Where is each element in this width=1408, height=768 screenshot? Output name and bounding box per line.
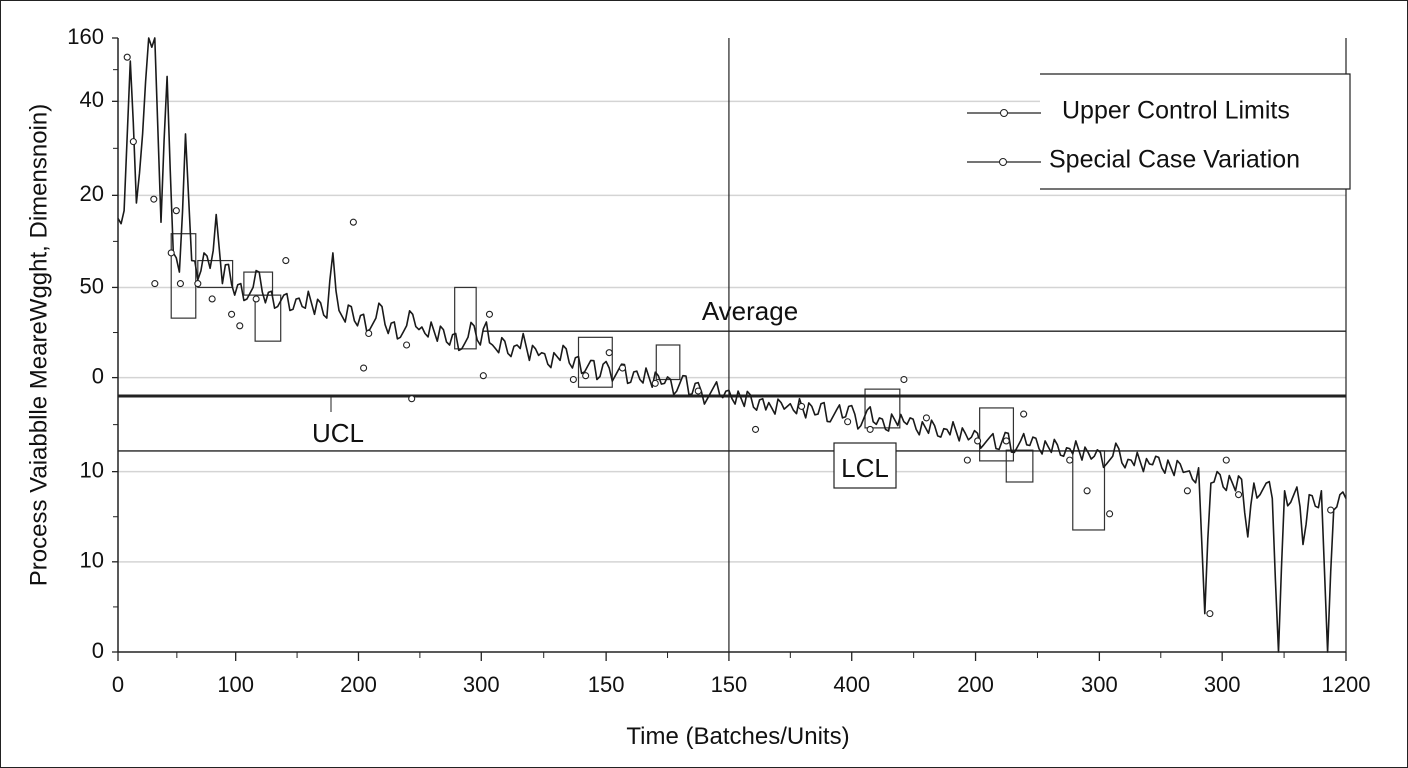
legend: Upper Control Limits Special Case Variat… [967,73,1351,190]
data-point-marker [236,322,244,330]
data-point-marker [150,195,158,203]
y-tick-label: 50 [80,273,104,298]
data-point-marker [228,310,236,318]
x-tick-label: 300 [1081,672,1118,697]
data-point-marker [866,425,874,433]
data-point-marker [694,387,702,395]
ucl-label: UCL [312,418,364,448]
x-tick-label: 100 [217,672,254,697]
lcl-label: LCL [841,453,889,483]
data-point-marker [1235,491,1243,499]
data-point-marker [751,425,760,433]
legend-marker-special [999,158,1007,166]
lcl-label-box [833,442,897,489]
data-point-marker [151,280,159,288]
data-point-marker [974,437,982,445]
legend-label-ucl: Upper Control Limits [1062,97,1290,125]
highlight-box [577,336,613,388]
data-point-marker [172,207,180,215]
x-axis-title: Time (Batches/Units) [626,723,849,750]
legend-frame [1040,73,1351,190]
data-point-marker [123,53,131,61]
data-point-marker [1327,506,1335,514]
highlight-box [655,344,681,381]
data-point-marker [408,395,416,403]
data-point-marker [651,379,659,387]
y-tick-label: 10 [80,548,104,573]
data-point-marker [129,138,137,146]
data-point-marker [479,372,487,380]
data-point-marker [252,295,260,303]
y-tick-label: 0 [92,638,104,663]
x-tick-label: 150 [588,672,625,697]
data-point-marker [1106,510,1114,518]
reference-lines [118,38,1346,652]
data-point-marker [349,218,357,226]
x-tick-label: 300 [463,672,500,697]
legend-marker-ucl [1000,109,1008,117]
data-point-marker [1222,456,1230,464]
data-point-marker [485,310,494,318]
y-tick-label: 20 [80,181,104,206]
data-point-marker [1083,487,1091,495]
data-point-marker [282,257,290,265]
data-point-marker [1183,487,1191,495]
x-tick-label: 300 [1204,672,1241,697]
x-tick-label: 0 [112,672,124,697]
data-point-marker [798,402,806,410]
y-tick-label: 160 [67,24,104,49]
data-point-marker [208,295,216,303]
data-point-marker [194,280,202,288]
data-point-marker [1206,610,1214,618]
y-axis-title: Process Vaiabblle MeareWgght, Dimensnoin… [25,104,52,586]
highlight-box [1005,449,1034,483]
x-tick-label: 200 [340,672,377,697]
data-point-marker [365,329,373,338]
data-point-marker [582,372,590,380]
data-point-marker [605,349,613,357]
data-point-marker [1002,437,1010,445]
legend-label-special: Special Case Variation [1049,146,1300,174]
highlight-box [864,388,901,429]
data-point-marker [1020,410,1028,418]
data-point-marker [922,414,930,422]
data-point-marker [618,364,627,372]
y-tick-label: 40 [80,87,104,112]
data-point-marker [963,456,971,464]
data-point-marker [1066,456,1074,464]
y-tick-label: 0 [92,363,104,388]
x-tick-label: 400 [833,672,870,697]
x-tick-label: 150 [711,672,748,697]
data-point-marker [176,280,184,288]
data-point-marker [360,364,368,372]
data-point-marker [569,375,577,384]
highlight-box [979,407,1015,462]
data-series [117,37,1347,653]
highlight-box [170,233,197,319]
average-label: Average [702,296,798,326]
x-tick-label: 200 [957,672,994,697]
highlight-box [454,286,477,350]
data-point-marker [844,418,852,426]
y-tick-label: 10 [80,457,104,482]
data-point-marker [403,341,411,349]
data-point-marker [900,375,908,384]
series-line [117,37,1347,653]
highlight-box [197,259,234,289]
data-point-marker [167,249,175,257]
x-tick-label: 1200 [1322,672,1371,697]
